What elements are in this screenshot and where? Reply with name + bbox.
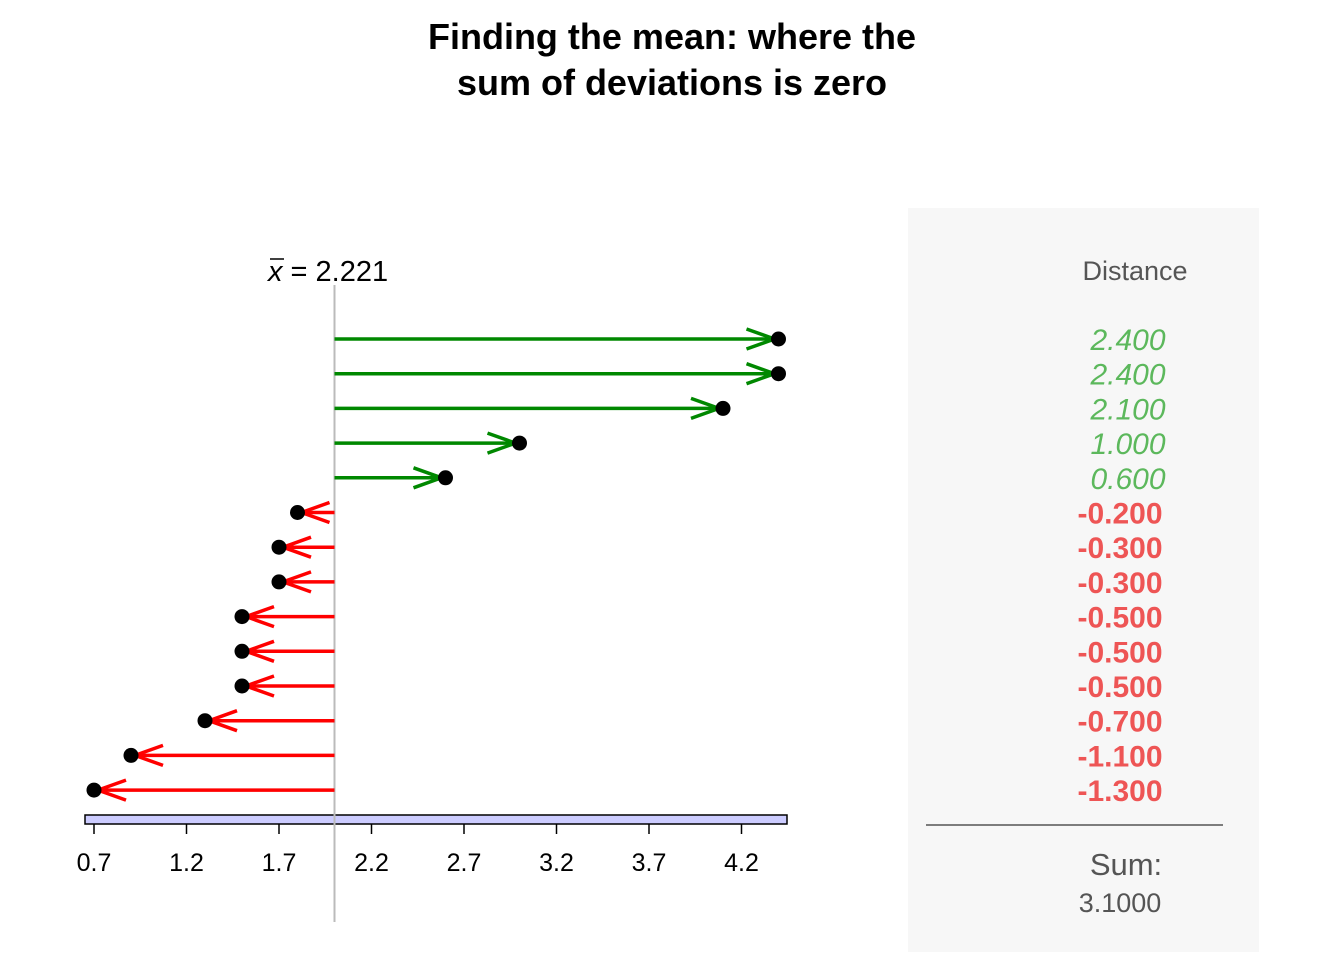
- mean-value-text: = 2.221: [283, 256, 389, 288]
- title-line-1: Finding the mean: where the: [427, 16, 917, 57]
- distance-panel: [908, 208, 1259, 952]
- distance-value: -1.100: [1077, 740, 1162, 773]
- sum-label: Sum:: [1090, 847, 1162, 882]
- data-point: [771, 366, 786, 382]
- distance-value: -0.500: [1077, 671, 1162, 704]
- distance-value: -0.300: [1077, 532, 1162, 565]
- data-point: [290, 505, 305, 520]
- chart-title: Finding the mean: where the sum of devia…: [0, 14, 1344, 106]
- distance-value: -1.300: [1077, 775, 1162, 808]
- distance-panel-content: Distance2.4002.4002.1001.0000.600-0.200-…: [926, 256, 1223, 918]
- distance-value: -0.500: [1077, 636, 1162, 669]
- data-point: [271, 539, 287, 555]
- x-tick-label: 3.7: [632, 849, 667, 877]
- data-point: [512, 435, 527, 451]
- distance-value: -0.700: [1077, 706, 1162, 739]
- data-point: [438, 470, 453, 486]
- distance-value: -0.300: [1077, 567, 1162, 600]
- x-axis-bar: [84, 814, 788, 825]
- distance-header: Distance: [1082, 256, 1187, 286]
- x-tick-label: 2.2: [354, 849, 389, 877]
- mean-label: x = 2.221: [266, 256, 388, 288]
- deviation-arrows: [92, 327, 780, 802]
- mean-annotation: x = 2.221: [266, 256, 388, 922]
- distance-value: 2.400: [1089, 324, 1165, 357]
- data-point: [234, 678, 250, 694]
- x-tick-label: 4.2: [724, 849, 759, 877]
- x-tick-label: 3.2: [539, 849, 574, 877]
- x-axis: 0.7 1.2 1.7 2.2 2.7 3.2 3.7 4.2: [77, 814, 788, 877]
- data-point: [771, 331, 786, 347]
- x-tick-label: 2.7: [447, 849, 482, 877]
- title-line-2: sum of deviations is zero: [456, 62, 888, 103]
- data-point: [123, 747, 139, 763]
- data-points: [86, 331, 786, 798]
- distance-value: -0.500: [1077, 602, 1162, 635]
- distance-value: 2.400: [1089, 359, 1165, 392]
- x-tick-label: 1.2: [169, 849, 204, 877]
- data-point: [234, 643, 250, 659]
- data-point: [271, 574, 287, 590]
- x-tick-label: 1.7: [262, 849, 297, 877]
- distance-value: 1.000: [1090, 428, 1165, 461]
- mean-symbol: x: [266, 256, 284, 288]
- data-point: [715, 400, 731, 416]
- data-point: [234, 609, 250, 625]
- distance-value: 2.100: [1089, 393, 1165, 426]
- x-tick-label: 0.7: [77, 849, 112, 877]
- sum-value: 3.1000: [1079, 888, 1162, 918]
- data-point: [197, 713, 213, 729]
- data-point: [86, 782, 102, 798]
- distance-value: -0.200: [1077, 498, 1162, 531]
- distance-value: 0.600: [1090, 463, 1165, 496]
